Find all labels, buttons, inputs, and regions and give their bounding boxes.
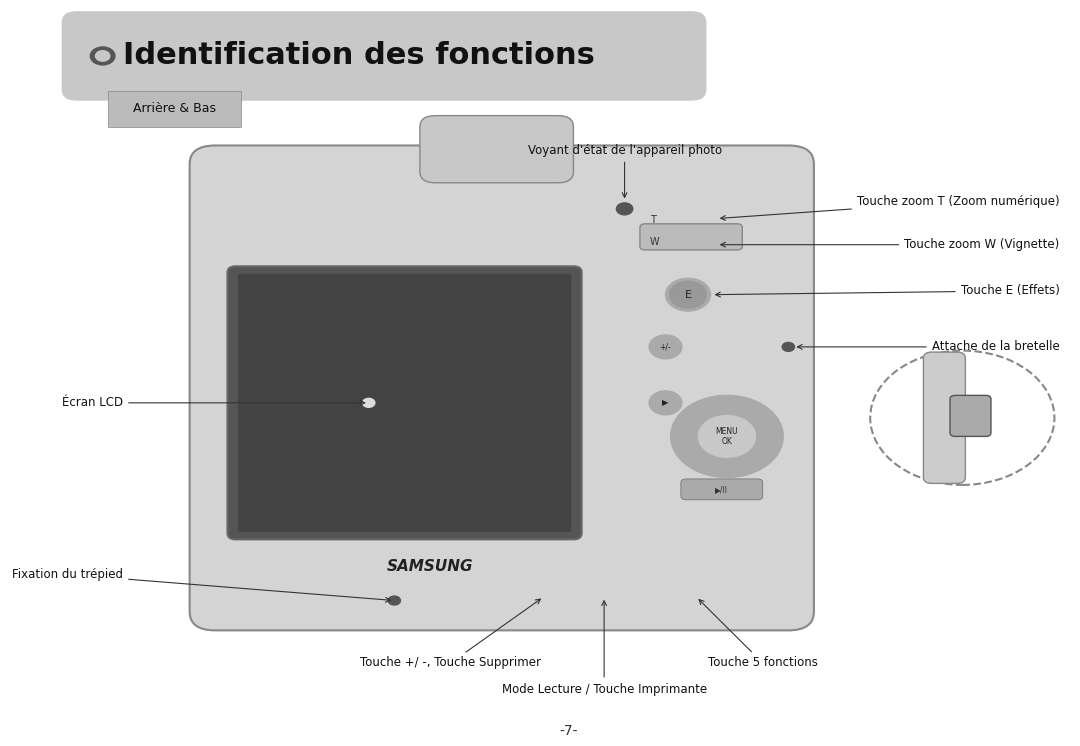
Text: ▶: ▶ <box>662 398 669 407</box>
Text: Touche E (Effets): Touche E (Effets) <box>716 284 1059 298</box>
Circle shape <box>670 281 706 308</box>
Text: Voyant d'état de l'appareil photo: Voyant d'état de l'appareil photo <box>527 144 721 198</box>
FancyBboxPatch shape <box>680 479 762 500</box>
Circle shape <box>649 391 681 415</box>
Text: MENU
OK: MENU OK <box>716 427 739 446</box>
Text: Attache de la bretelle: Attache de la bretelle <box>797 340 1059 354</box>
FancyBboxPatch shape <box>108 91 241 127</box>
FancyBboxPatch shape <box>228 266 582 539</box>
Circle shape <box>699 416 756 457</box>
FancyBboxPatch shape <box>420 116 573 183</box>
Circle shape <box>617 203 633 215</box>
FancyBboxPatch shape <box>950 395 991 436</box>
FancyBboxPatch shape <box>62 11 706 101</box>
Text: Mode Lecture / Touche Imprimante: Mode Lecture / Touche Imprimante <box>501 601 706 695</box>
Circle shape <box>388 596 401 605</box>
Text: Touche zoom W (Vignette): Touche zoom W (Vignette) <box>720 238 1059 251</box>
Text: Fixation du trépied: Fixation du trépied <box>12 568 390 602</box>
Text: SAMSUNG: SAMSUNG <box>387 560 473 574</box>
Text: Arrière & Bas: Arrière & Bas <box>133 102 216 116</box>
Text: Touche +/ -, Touche Supprimer: Touche +/ -, Touche Supprimer <box>360 599 541 669</box>
Circle shape <box>782 342 795 351</box>
Text: ▶/II: ▶/II <box>715 485 728 494</box>
Text: Écran LCD: Écran LCD <box>62 396 365 410</box>
Text: T: T <box>650 215 656 225</box>
Text: +/-: +/- <box>660 342 672 351</box>
FancyBboxPatch shape <box>190 145 814 630</box>
Text: Touche zoom T (Zoom numérique): Touche zoom T (Zoom numérique) <box>720 195 1059 220</box>
Circle shape <box>363 398 375 407</box>
Circle shape <box>671 395 783 477</box>
Circle shape <box>95 51 110 61</box>
Circle shape <box>91 47 114 65</box>
Text: Touche 5 fonctions: Touche 5 fonctions <box>699 600 818 669</box>
FancyBboxPatch shape <box>640 224 742 250</box>
Text: Identification des fonctions: Identification des fonctions <box>123 42 595 70</box>
Text: E: E <box>685 289 691 300</box>
Text: -7-: -7- <box>559 724 578 738</box>
FancyBboxPatch shape <box>238 274 571 532</box>
Circle shape <box>665 278 711 311</box>
Circle shape <box>649 335 681 359</box>
Text: W: W <box>650 237 660 248</box>
FancyBboxPatch shape <box>923 352 966 483</box>
